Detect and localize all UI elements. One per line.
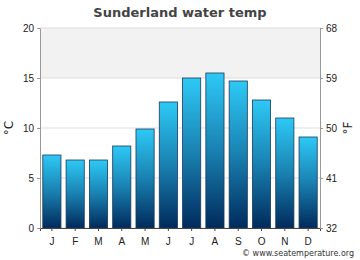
tick-label: A xyxy=(212,236,219,247)
tick-mark xyxy=(191,228,192,231)
tick: S xyxy=(235,228,242,247)
tick-mark xyxy=(238,228,239,231)
tick-label: 68 xyxy=(326,23,338,34)
tick: F xyxy=(72,228,78,247)
tick: 15 xyxy=(23,73,40,84)
tick-label: 15 xyxy=(23,73,35,84)
tick-label: 32 xyxy=(326,223,338,234)
tick-label: O xyxy=(258,236,266,247)
tick: 20 xyxy=(23,23,40,34)
tick-label: J xyxy=(49,236,54,247)
y2-axis: 32 41 50 59 68 xyxy=(320,23,338,234)
tick-label: 5 xyxy=(28,173,34,184)
tick: 0 xyxy=(28,223,40,234)
tick-label: 20 xyxy=(23,23,35,34)
bar xyxy=(159,102,177,228)
tick: 10 xyxy=(23,123,40,134)
chart: J F M A M J J A S O N D 0 5 10 15 20 32 41 50 59 68 Sunderland… xyxy=(0,0,360,260)
tick: J xyxy=(189,228,194,247)
axis-line xyxy=(40,29,41,229)
tick-label: 10 xyxy=(23,123,35,134)
tick: 50 xyxy=(320,123,338,134)
tick-label: M xyxy=(94,236,102,247)
tick-mark xyxy=(284,228,285,231)
bar xyxy=(66,160,84,228)
tick: 41 xyxy=(320,173,338,184)
tick-mark xyxy=(214,228,215,231)
bar xyxy=(43,155,61,228)
bar xyxy=(136,129,154,228)
tick-label: J xyxy=(166,236,171,247)
tick-mark xyxy=(37,228,40,229)
grid xyxy=(40,28,320,228)
bar xyxy=(229,81,247,228)
tick: J xyxy=(49,228,54,247)
bar xyxy=(299,137,317,228)
bar xyxy=(252,100,270,228)
tick-mark xyxy=(37,28,40,29)
tick: O xyxy=(258,228,266,247)
annotation: © www.seatemperature.org xyxy=(242,249,354,258)
tick-label: M xyxy=(141,236,149,247)
bar xyxy=(183,78,201,228)
title: Sunderland water temp xyxy=(93,5,266,20)
tick: N xyxy=(281,228,288,247)
tick-mark xyxy=(320,78,323,79)
grid-line xyxy=(40,28,320,29)
tick-mark xyxy=(308,228,309,231)
tick: 5 xyxy=(28,173,40,184)
tick: D xyxy=(305,228,312,247)
tick-mark xyxy=(261,228,262,231)
tick-label: A xyxy=(118,236,125,247)
tick: M xyxy=(94,228,102,247)
tick-mark xyxy=(37,178,40,179)
tick-label: J xyxy=(189,236,194,247)
x-axis: JFMAMJJASOND xyxy=(41,228,321,247)
plot: J F M A M J J A S O N D 0 5 10 15 20 32 41 50 59 68 xyxy=(23,23,338,247)
tick-label: 0 xyxy=(28,223,34,234)
bar xyxy=(206,73,224,228)
tick: J xyxy=(166,228,171,247)
tick-mark xyxy=(37,128,40,129)
tick-mark xyxy=(168,228,169,231)
axis-line xyxy=(41,229,321,232)
tick-label: 50 xyxy=(326,123,338,134)
y2-label: °F xyxy=(341,121,355,134)
tick-mark xyxy=(320,178,323,179)
tick-label: S xyxy=(235,236,242,247)
y-label: °C xyxy=(2,121,16,135)
tick: A xyxy=(212,228,219,247)
tick-mark xyxy=(145,228,146,231)
tick-label: D xyxy=(305,236,312,247)
bars xyxy=(43,73,317,228)
tick-mark xyxy=(51,228,52,231)
bar xyxy=(113,146,131,228)
tick-mark xyxy=(98,228,99,231)
tick-mark xyxy=(121,228,122,231)
tick: M xyxy=(141,228,149,247)
tick: 59 xyxy=(320,73,338,84)
y-axis: 0 5 10 15 20 xyxy=(23,23,41,234)
band xyxy=(40,28,320,78)
bar xyxy=(276,118,294,228)
grid-line xyxy=(40,78,320,79)
tick-label: 59 xyxy=(326,73,338,84)
tick-label: F xyxy=(72,236,78,247)
tick: 32 xyxy=(320,223,338,234)
bar xyxy=(89,160,107,228)
tick-mark xyxy=(320,228,323,229)
tick-mark xyxy=(37,78,40,79)
tick-label: N xyxy=(281,236,288,247)
tick-mark xyxy=(75,228,76,231)
tick: A xyxy=(118,228,125,247)
tick-mark xyxy=(320,28,323,29)
tick: 68 xyxy=(320,23,338,34)
tick-label: 41 xyxy=(326,173,338,184)
tick-mark xyxy=(320,128,323,129)
